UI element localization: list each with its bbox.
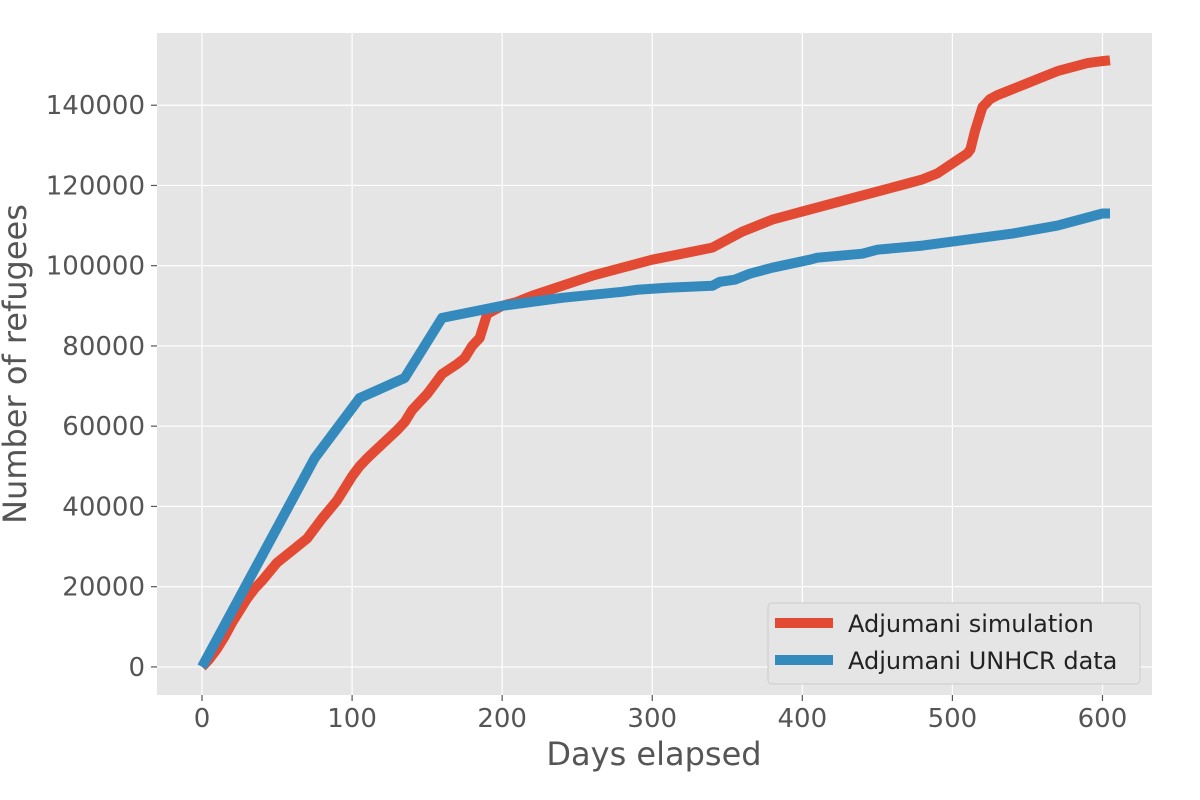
- y-tick-label: 60000: [62, 412, 145, 442]
- y-tick-label: 140000: [46, 91, 145, 121]
- x-tick-label: 400: [778, 704, 828, 734]
- x-tick-label: 500: [928, 704, 978, 734]
- y-axis-title: Number of refugees: [0, 204, 34, 524]
- legend-box: [767, 602, 1141, 685]
- x-tick-label: 600: [1078, 704, 1128, 734]
- series-line-adjumani-simulation: [198, 55, 1111, 671]
- x-tick-label: 0: [194, 704, 211, 734]
- legend-label-simulation: Adjumani simulation: [848, 610, 1094, 638]
- y-tick-label: 100000: [46, 252, 145, 282]
- x-tick-label: 200: [477, 704, 527, 734]
- y-tick-label: 0: [128, 653, 145, 683]
- x-tick-label: 100: [327, 704, 377, 734]
- legend: Adjumani simulation Adjumani UNHCR data: [767, 602, 1141, 685]
- y-tick-label: 80000: [62, 332, 145, 362]
- x-tick-label: 300: [627, 704, 677, 734]
- plot-background: [157, 33, 1152, 695]
- y-axis-ticks: 0 20000 40000 60000 80000 100000 120000 140000: [46, 91, 157, 683]
- x-axis-ticks: 0 100 200 300 400 500 600: [194, 695, 1128, 734]
- y-tick-label: 20000: [62, 573, 145, 603]
- y-tick-label: 120000: [46, 171, 145, 201]
- legend-label-unhcr: Adjumani UNHCR data: [848, 647, 1117, 675]
- x-axis-title: Days elapsed: [546, 735, 761, 773]
- series-layer: [197, 55, 1111, 671]
- grid-lines: [157, 33, 1152, 695]
- y-tick-label: 40000: [62, 492, 145, 522]
- series-line-adjumani-unhcr-data: [197, 208, 1110, 670]
